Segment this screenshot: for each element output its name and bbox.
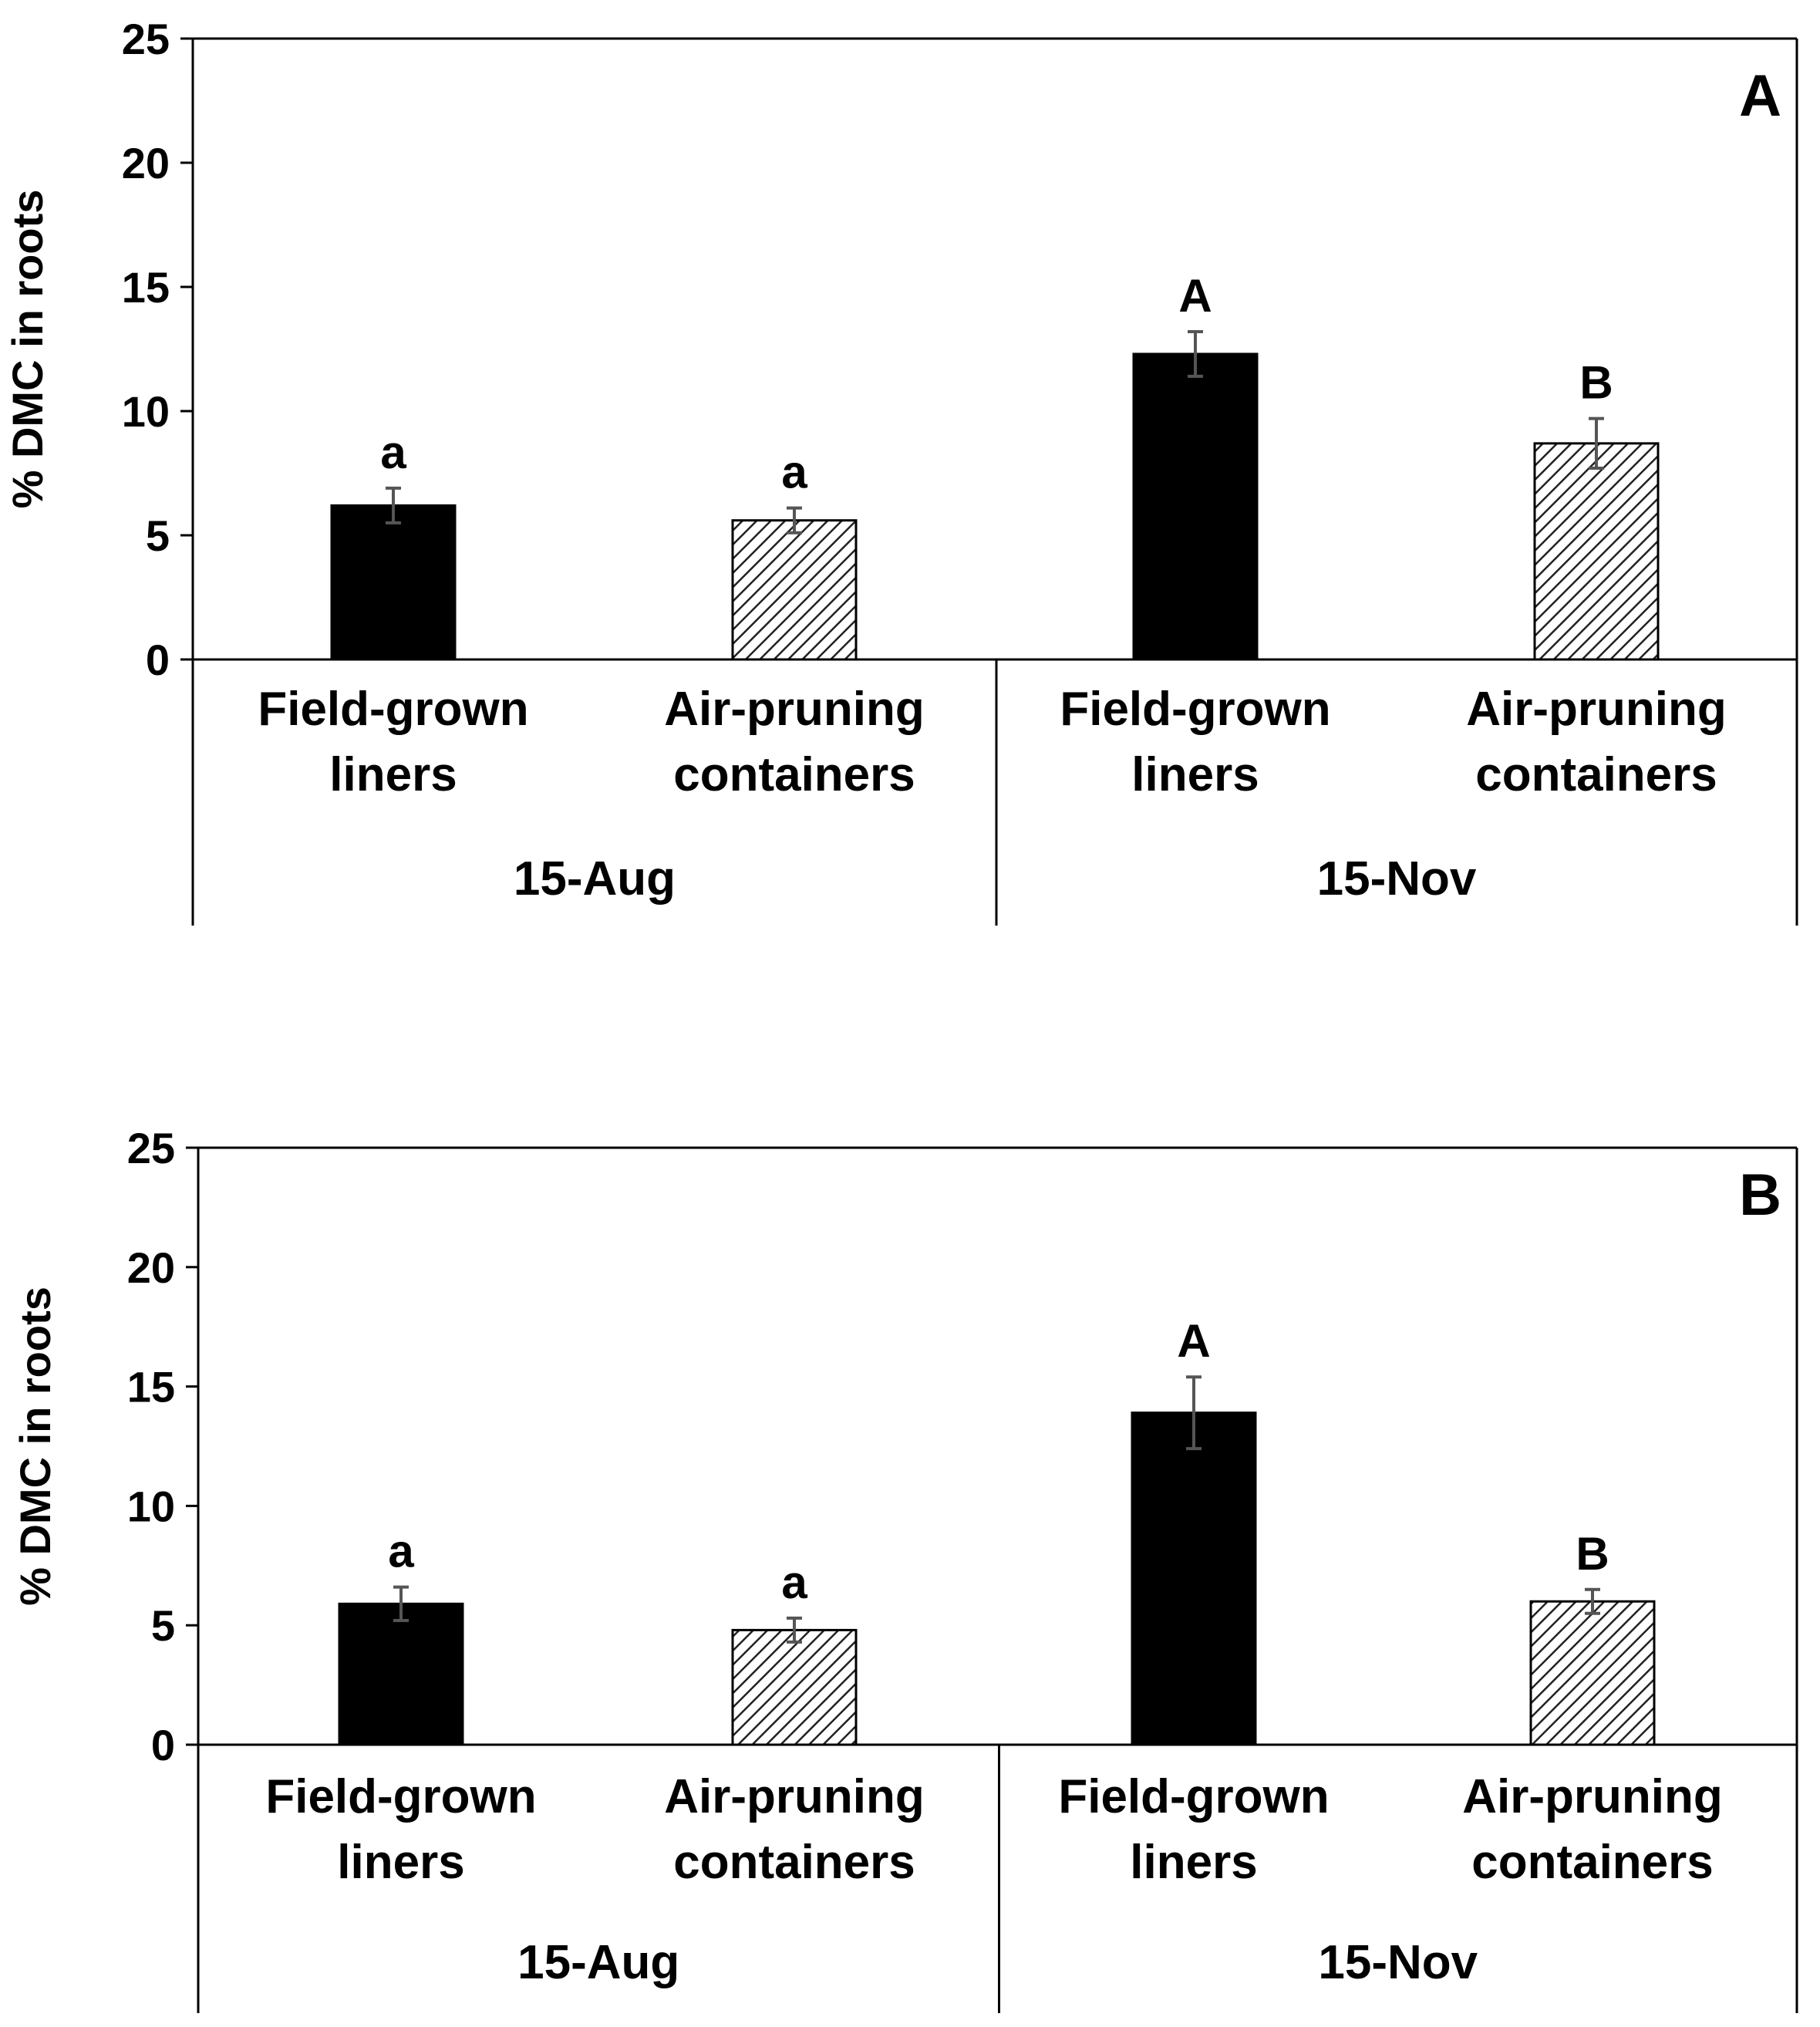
significance-letter: a: [388, 1526, 414, 1577]
significance-letter: B: [1576, 1528, 1609, 1580]
category-label: Air-pruning: [1462, 1770, 1723, 1823]
group-label: 15-Aug: [514, 852, 676, 906]
category-label: liners: [329, 748, 457, 801]
significance-letter: A: [1177, 1315, 1210, 1367]
chart-panel-A: 0 5 10 15 20 25 % DMC in roots Aa Field-grown lin…: [3, 15, 1798, 926]
significance-letter: a: [781, 1557, 807, 1608]
category-label: Air-pruning: [664, 1770, 925, 1823]
y-tick-label: 20: [127, 1243, 175, 1292]
category-label: containers: [673, 1836, 915, 1889]
category-label: liners: [1131, 748, 1259, 801]
category-label: Field-grown: [1058, 1770, 1329, 1823]
y-tick-label: 15: [122, 263, 170, 312]
panel-label: A: [1739, 63, 1781, 129]
y-axis-title: % DMC in roots: [11, 1287, 59, 1606]
y-tick-label: 10: [127, 1482, 175, 1530]
y-tick-label: 5: [146, 511, 170, 560]
bar: [330, 504, 457, 661]
y-tick-label: 0: [146, 636, 170, 684]
category-label: Air-pruning: [1466, 683, 1727, 736]
category-label: liners: [337, 1836, 464, 1889]
bar: [1533, 442, 1660, 661]
category-label: Field-grown: [265, 1770, 536, 1823]
y-tick-label: 5: [151, 1601, 175, 1650]
bar: [731, 1628, 858, 1746]
category-label: containers: [673, 748, 915, 801]
y-tick-label: 25: [127, 1124, 175, 1172]
category-label: containers: [1471, 1836, 1714, 1889]
y-tick-label: 15: [127, 1363, 175, 1411]
significance-letter: a: [781, 447, 807, 498]
bar: [1132, 352, 1259, 661]
chart-panel-B: 0 5 10 15 20 25 % DMC in roots Ba Field-grown lin…: [11, 1124, 1798, 2013]
y-axis-title: % DMC in roots: [3, 190, 52, 509]
y-tick-label: 25: [122, 15, 170, 63]
group-label: 15-Aug: [517, 1936, 679, 1989]
category-label: Field-grown: [1060, 683, 1330, 736]
bar: [1131, 1411, 1257, 1746]
category-label: Field-grown: [258, 683, 528, 736]
category-label: liners: [1130, 1836, 1257, 1889]
y-tick-label: 0: [151, 1721, 175, 1769]
group-label: 15-Nov: [1318, 1936, 1478, 1989]
significance-letter: a: [380, 427, 406, 478]
significance-letter: A: [1178, 270, 1212, 322]
bar: [731, 519, 858, 661]
bar: [338, 1602, 464, 1746]
category-label: containers: [1475, 748, 1717, 801]
significance-letter: B: [1579, 357, 1613, 409]
group-label: 15-Nov: [1317, 852, 1477, 906]
y-tick-label: 20: [122, 139, 170, 187]
category-label: Air-pruning: [664, 683, 925, 736]
bar: [1529, 1600, 1656, 1746]
panel-label: B: [1739, 1162, 1781, 1228]
y-tick-label: 10: [122, 387, 170, 436]
